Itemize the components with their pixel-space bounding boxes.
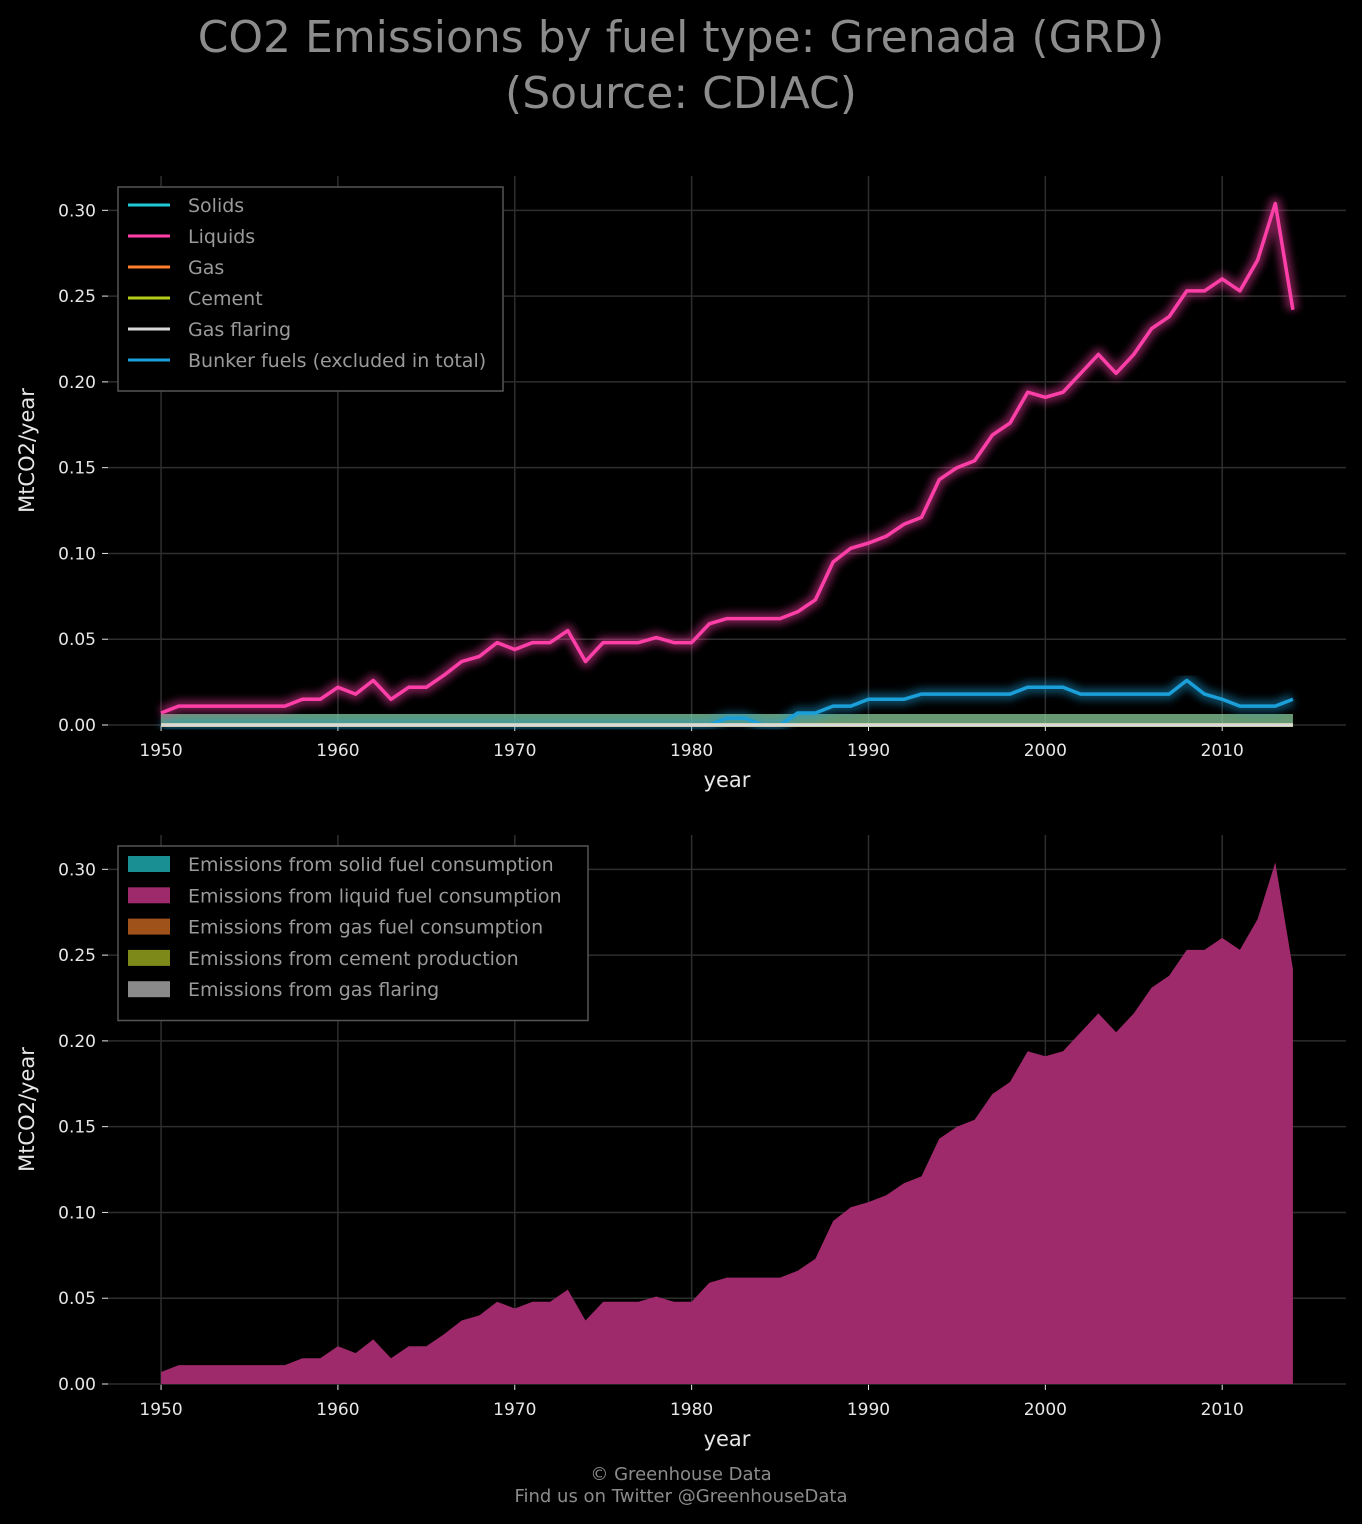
x-tick-label: 1990 xyxy=(847,1400,890,1420)
x-tick-label: 2000 xyxy=(1024,1400,1067,1420)
legend-box xyxy=(117,186,504,392)
footer-copyright: © Greenhouse Data xyxy=(590,1464,772,1485)
y-tick-label: 0.00 xyxy=(58,1375,96,1395)
x-tick-label: 1980 xyxy=(670,1400,713,1420)
y-tick-label: 0.30 xyxy=(58,201,96,221)
footer-credit: © Greenhouse Data Find us on Twitter @Gr… xyxy=(0,1464,1362,1508)
legend-label: Gas flaring xyxy=(188,319,291,341)
chart-title-line2: (Source: CDIAC) xyxy=(505,68,857,119)
legend-swatch-area-flaring xyxy=(128,981,170,998)
y-tick-label: 0.05 xyxy=(58,630,96,650)
legend-label: Gas xyxy=(188,257,224,279)
x-axis-label: year xyxy=(704,768,751,792)
x-tick-label: 1990 xyxy=(847,741,890,761)
legend-label: Solids xyxy=(188,195,244,217)
x-tick-label: 1960 xyxy=(316,1400,359,1420)
y-axis-label: MtCO2/year xyxy=(15,388,39,513)
legend-label: Emissions from solid fuel consumption xyxy=(188,854,554,876)
x-tick-label: 2010 xyxy=(1201,1400,1244,1420)
x-tick-label: 1960 xyxy=(316,741,359,761)
area-area-liquid xyxy=(161,862,1293,1384)
y-tick-label: 0.20 xyxy=(58,373,96,393)
legend-swatch-area-solid xyxy=(128,856,170,872)
x-tick-label: 1970 xyxy=(493,741,536,761)
y-axis-label: MtCO2/year xyxy=(15,1047,39,1172)
legend-label: Bunker fuels (excluded in total) xyxy=(188,350,486,372)
x-tick-label: 2000 xyxy=(1024,741,1067,761)
chart-title-line1: CO2 Emissions by fuel type: Grenada (GRD… xyxy=(197,12,1165,63)
x-tick-label: 1950 xyxy=(139,741,182,761)
legend-label: Emissions from cement production xyxy=(188,948,519,970)
y-tick-label: 0.00 xyxy=(58,716,96,736)
y-tick-label: 0.10 xyxy=(58,544,96,564)
legend-swatch-area-cement xyxy=(128,949,170,966)
legend-label: Emissions from gas flaring xyxy=(188,979,439,1001)
legend-label: Emissions from gas fuel consumption xyxy=(188,917,543,939)
chart-title: CO2 Emissions by fuel type: Grenada (GRD… xyxy=(0,10,1362,122)
legend-swatch-area-gas xyxy=(128,918,170,935)
legend-box xyxy=(117,845,589,1022)
y-tick-label: 0.30 xyxy=(58,860,96,880)
legend-swatch-area-liquid xyxy=(128,887,170,904)
y-tick-label: 0.15 xyxy=(58,459,96,479)
y-tick-label: 0.20 xyxy=(58,1032,96,1052)
series-line-liquids xyxy=(160,201,1295,715)
y-tick-label: 0.10 xyxy=(58,1203,96,1223)
y-tick-label: 0.05 xyxy=(58,1289,96,1309)
x-axis-label: year xyxy=(704,1427,751,1451)
legend-label: Emissions from liquid fuel consumption xyxy=(188,885,562,907)
footer-twitter: Find us on Twitter @GreenhouseData xyxy=(514,1486,848,1507)
area-chart-panel: 1950 1960 1970 1980 1990 2000 2010 0.00 0.05 0.10… xyxy=(15,835,1346,1451)
line-chart-panel: 1950 1960 1970 1980 1990 2000 2010 0.00 0.05 0.10… xyxy=(15,176,1346,792)
y-tick-label: 0.25 xyxy=(58,287,96,307)
y-tick-label: 0.15 xyxy=(58,1118,96,1138)
x-tick-label: 1950 xyxy=(139,1400,182,1420)
legend-label: Cement xyxy=(188,288,263,310)
x-tick-label: 2010 xyxy=(1201,741,1244,761)
x-tick-label: 1980 xyxy=(670,741,713,761)
legend-label: Liquids xyxy=(188,226,255,248)
y-tick-label: 0.25 xyxy=(58,946,96,966)
x-tick-label: 1970 xyxy=(493,1400,536,1420)
